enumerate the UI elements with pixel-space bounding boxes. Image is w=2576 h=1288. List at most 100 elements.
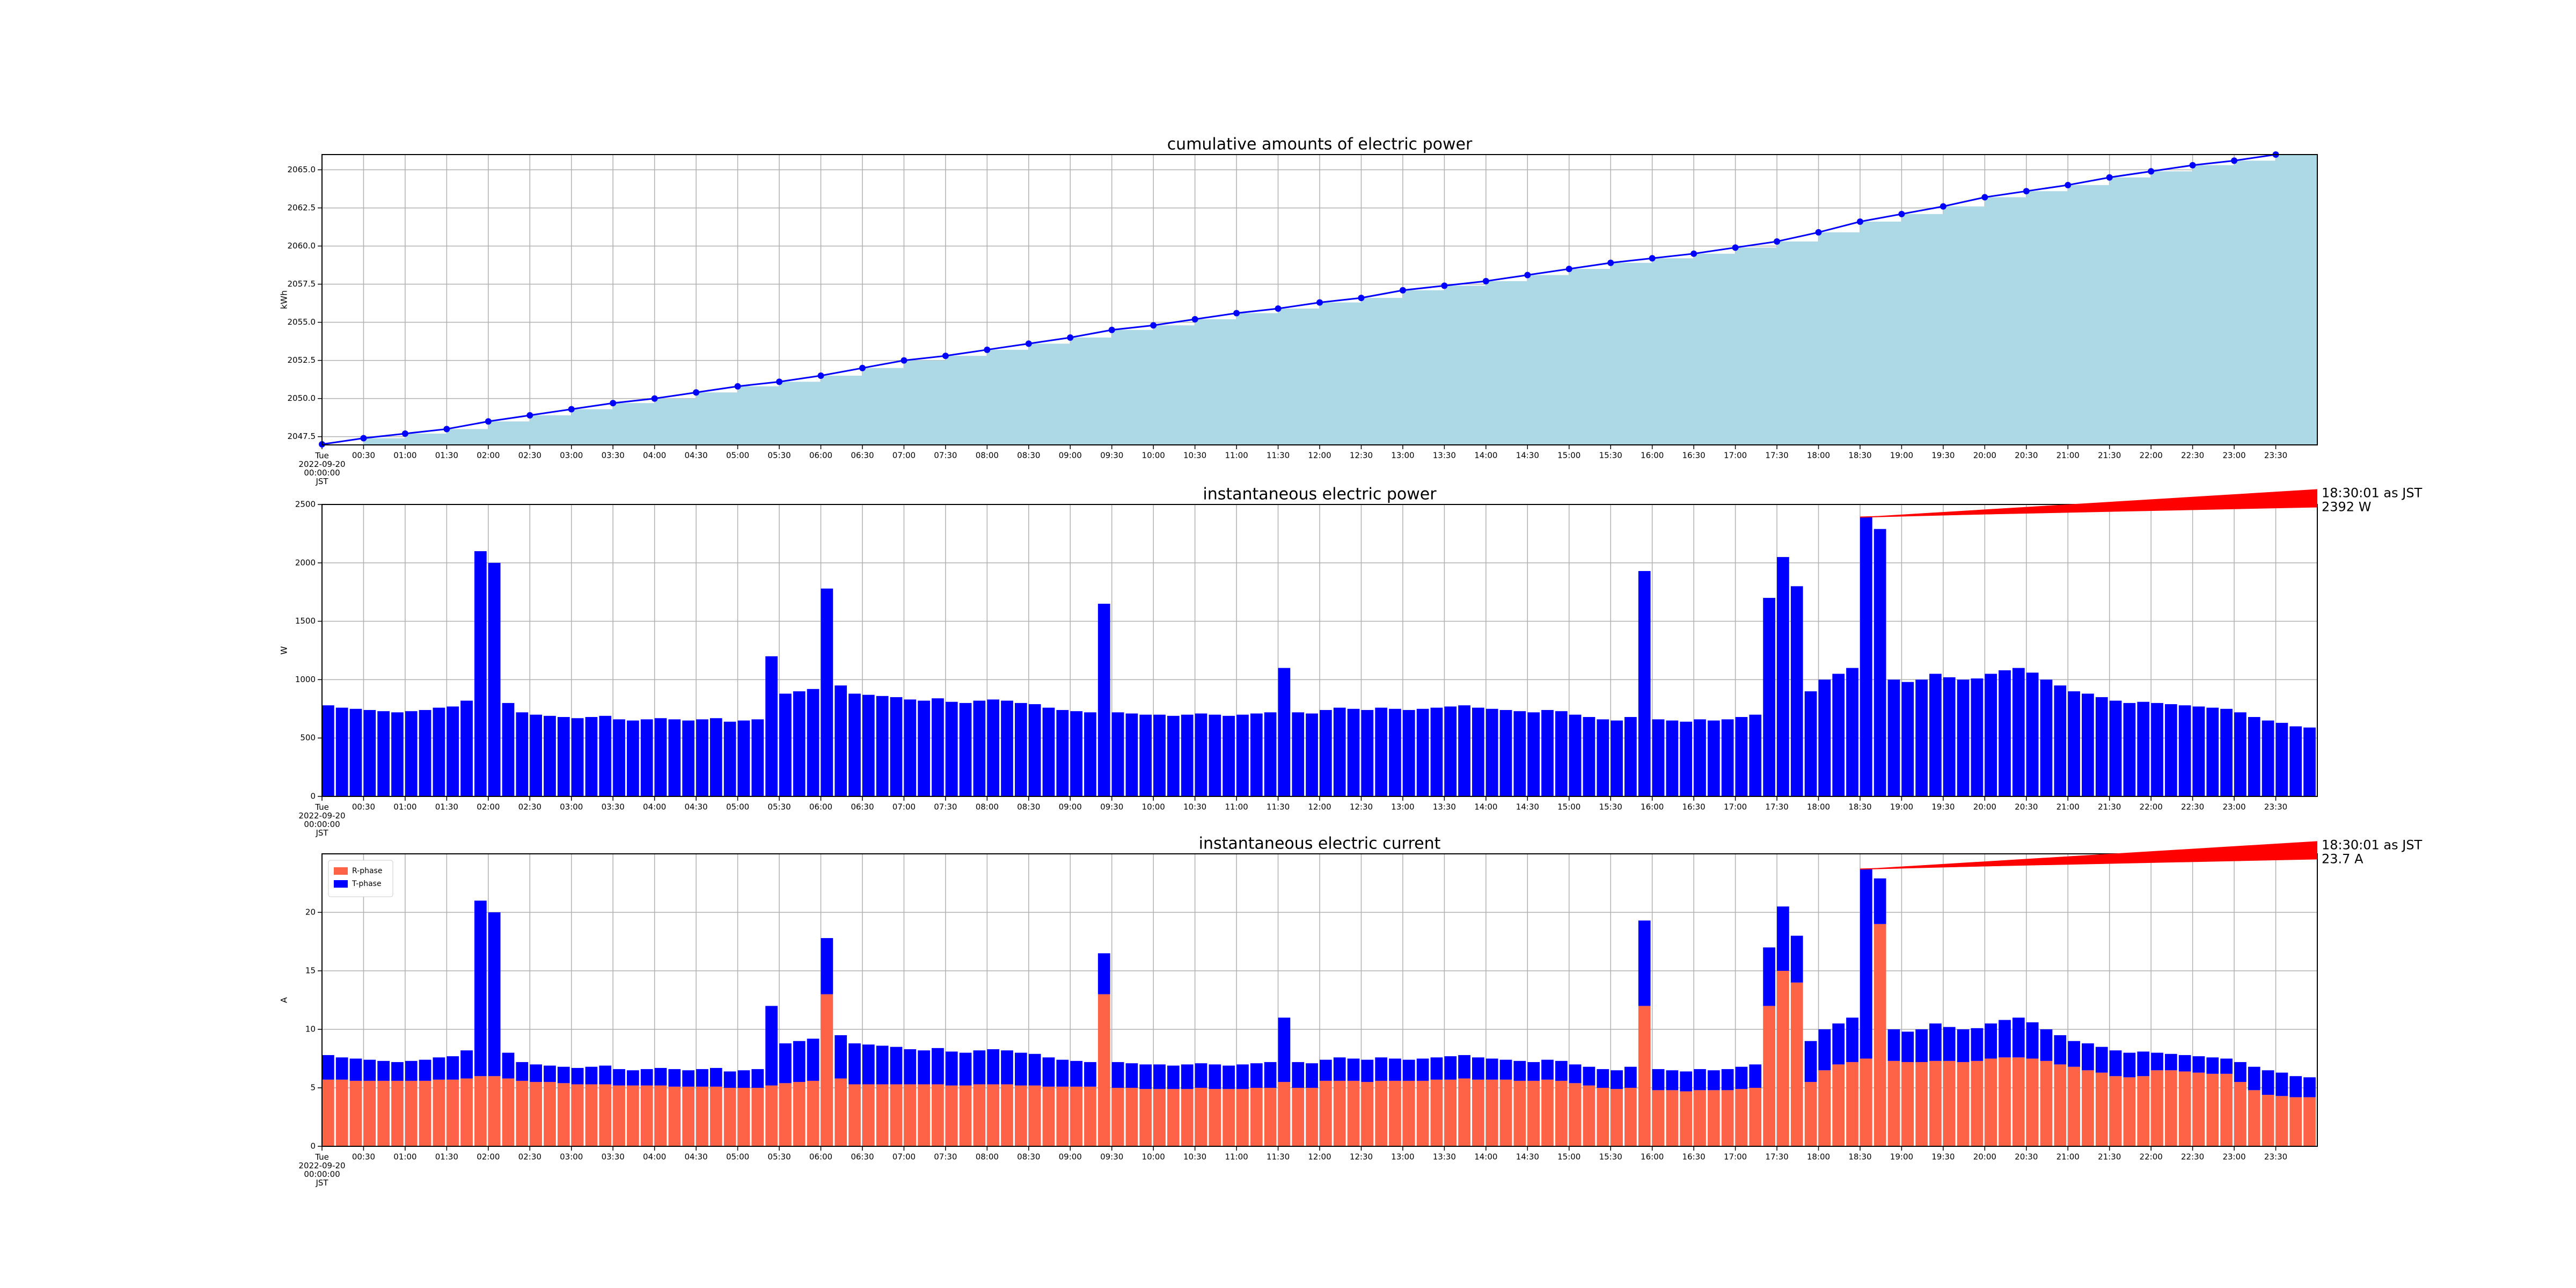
bar [1597, 1088, 1609, 1146]
bar [1749, 1064, 1762, 1088]
bar [1874, 878, 1886, 924]
bar [1513, 1080, 1526, 1146]
bar [654, 1067, 667, 1086]
bar [2275, 1096, 2288, 1146]
bar [1070, 1060, 1082, 1087]
x-tick-label: 16:00 [1641, 802, 1664, 812]
bar [2289, 1076, 2302, 1097]
bar [1874, 529, 1886, 796]
bar [2151, 1070, 2163, 1146]
x-tick-label: 11:30 [1267, 1152, 1290, 1162]
x-tick-label: 07:30 [934, 1152, 957, 1162]
marker [693, 389, 700, 396]
x-tick-label: 06:00 [809, 1152, 832, 1162]
marker [2231, 157, 2238, 164]
bar [1832, 1064, 1845, 1146]
x-tick-label: 18:00 [1807, 1152, 1830, 1162]
bar [1111, 1062, 1124, 1088]
x-tick-label: 10:30 [1183, 802, 1206, 812]
x-tick-label: 16:00 [1641, 1152, 1664, 1162]
bar [1056, 709, 1069, 796]
bar [1292, 712, 1305, 796]
bar [1195, 1088, 1208, 1146]
bar [2178, 1071, 2191, 1146]
bar [2123, 702, 2136, 796]
bar [876, 1084, 889, 1146]
bar [1389, 1058, 1401, 1081]
bar [1430, 1079, 1443, 1146]
x-tick-label: 09:00 [1059, 802, 1082, 812]
bar [1555, 711, 1568, 796]
bar [1264, 1088, 1277, 1146]
x-tick-label: 17:30 [1765, 1152, 1788, 1162]
bar [765, 1085, 778, 1146]
bar [2262, 720, 2274, 796]
bar [862, 1044, 875, 1085]
x-tick-label: 10:00 [1142, 802, 1165, 812]
bar [668, 1086, 681, 1146]
bar [1915, 1029, 1928, 1063]
x-tick-label: 01:00 [393, 1152, 416, 1162]
bar [696, 719, 708, 796]
bar [1333, 1057, 1346, 1081]
bar [627, 720, 639, 796]
x-tick-label: 22:30 [2181, 802, 2204, 812]
x-tick-label: 22:00 [2140, 451, 2163, 460]
bar [488, 562, 501, 796]
bar [1209, 714, 1221, 796]
bar [1306, 1063, 1318, 1088]
x-tick-label: 09:00 [1059, 1152, 1082, 1162]
y-axis-label: A [279, 997, 289, 1003]
bar [516, 1080, 529, 1146]
x-tick-label: 04:30 [685, 451, 708, 460]
bar [1361, 1082, 1374, 1146]
marker [1607, 259, 1614, 266]
bar [433, 707, 445, 796]
x-tick-label: 22:30 [2181, 1152, 2204, 1162]
marker [1856, 218, 1863, 225]
x-tick-label: 20:30 [2015, 1152, 2038, 1162]
bar [1181, 714, 1194, 796]
x-tick-label: 08:00 [976, 1152, 999, 1162]
y-tick-label: 500 [300, 733, 316, 743]
bar [848, 693, 861, 796]
bar [1721, 1069, 1734, 1091]
bar [557, 1083, 570, 1146]
bar [391, 712, 404, 796]
x-tick-label: 20:00 [1973, 802, 1996, 812]
bar [1347, 1080, 1360, 1146]
bar [1167, 1089, 1180, 1146]
x-tick-label: 21:00 [2057, 451, 2080, 460]
bar [391, 1080, 404, 1146]
bar [723, 1071, 736, 1088]
bar [1444, 706, 1457, 796]
bar [1597, 719, 1609, 796]
x-tick-label: 04:30 [685, 802, 708, 812]
bar [2082, 1043, 2094, 1071]
x-tick-label: 19:30 [1931, 1152, 1955, 1162]
bar [1416, 708, 1429, 796]
x-tick-label: 12:30 [1350, 1152, 1373, 1162]
bar [1278, 1082, 1291, 1146]
bar [1804, 691, 1817, 796]
x-tick-label: 20:00 [1973, 451, 1996, 460]
bar [1389, 708, 1401, 796]
bar [627, 1070, 639, 1086]
bar [1652, 1090, 1665, 1146]
bar [1361, 709, 1374, 796]
bar [474, 551, 487, 796]
bar [1278, 668, 1291, 796]
annotation-line [1860, 504, 2318, 518]
bar [1790, 586, 1803, 796]
bar [1236, 1064, 1249, 1089]
bar [2054, 1064, 2067, 1146]
x-tick-label: 11:30 [1267, 802, 1290, 812]
bar [1860, 869, 1872, 1059]
bar [2289, 726, 2302, 796]
bar [557, 1066, 570, 1084]
axes-frame [321, 853, 2318, 1147]
bar [1846, 1062, 1858, 1146]
bar [2192, 1072, 2205, 1146]
bar [1236, 714, 1249, 796]
x-tick-label: 12:00 [1308, 451, 1331, 460]
